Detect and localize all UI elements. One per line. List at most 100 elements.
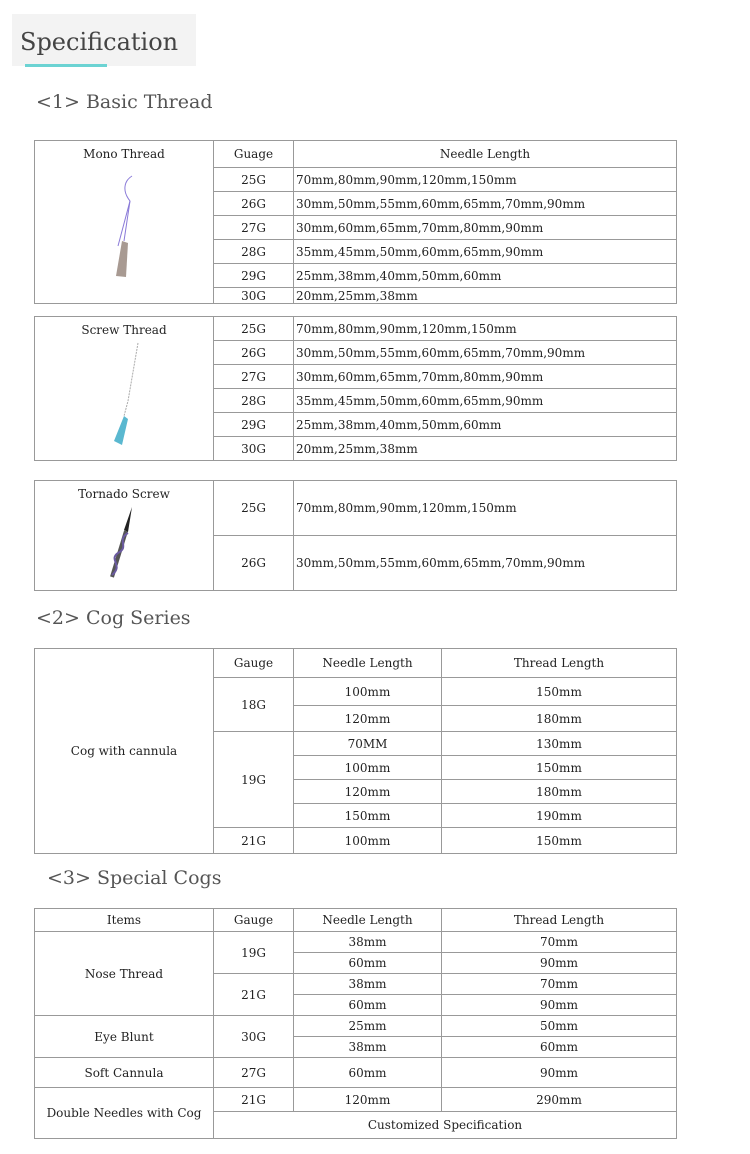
gauge: 26G (213, 535, 294, 591)
gauge: 30G (213, 436, 294, 461)
cog-item: Cog with cannula (34, 648, 214, 854)
needle-length: 120mm (293, 1087, 442, 1112)
gauge: 25G (213, 167, 294, 192)
gauge: 21G (213, 973, 294, 1016)
gauge: 28G (213, 239, 294, 264)
gauge: 30G (213, 1015, 294, 1058)
gauge-header: Gauge (213, 908, 294, 932)
needle-length: 30mm,50mm,55mm,60mm,65mm,70mm,90mm (293, 191, 677, 216)
needle-length: 38mm (293, 973, 442, 995)
thread-length: 130mm (441, 731, 677, 756)
needle-length: 38mm (293, 931, 442, 953)
needle-length: 70mm,80mm,90mm,120mm,150mm (293, 480, 677, 536)
gauge: 18G (213, 677, 294, 732)
nose-thread-item: Nose Thread (34, 931, 214, 1016)
title-background (12, 14, 196, 66)
gauge: 26G (213, 340, 294, 365)
needle-length: 30mm,60mm,65mm,70mm,80mm,90mm (293, 364, 677, 389)
mono-thread-cell: Mono Thread (34, 140, 214, 304)
thread-length: 150mm (441, 755, 677, 780)
thread-length: 60mm (441, 1036, 677, 1058)
needle-length: 25mm,38mm,40mm,50mm,60mm (293, 263, 677, 288)
section-special-cogs: <3> Special Cogs (47, 867, 222, 889)
needle-length: 20mm,25mm,38mm (293, 436, 677, 461)
screw-thread-label: Screw Thread (81, 323, 167, 337)
tornado-screw-cell: Tornado Screw (34, 480, 214, 591)
gauge: 21G (213, 1087, 294, 1112)
needle-length: 35mm,45mm,50mm,60mm,65mm,90mm (293, 388, 677, 413)
needle-length-header: Needle Length (293, 908, 442, 932)
needle-length-header: Needle Length (293, 140, 677, 168)
gauge-header: Guage (213, 140, 294, 168)
tornado-screw-label: Tornado Screw (78, 487, 170, 501)
needle-length: 25mm (293, 1015, 442, 1037)
screw-thread-table: Screw Thread 25G 70mm,80mm,90mm,120mm,150… (34, 316, 677, 461)
screw-thread-cell: Screw Thread (34, 316, 214, 461)
thread-length-header: Thread Length (441, 648, 677, 678)
needle-length: 60mm (293, 994, 442, 1016)
needle-length: 30mm,50mm,55mm,60mm,65mm,70mm,90mm (293, 535, 677, 591)
gauge: 19G (213, 931, 294, 974)
mono-thread-table: Mono Thread Guage Needle Length 25G 70mm,8… (34, 140, 677, 304)
needle-length: 35mm,45mm,50mm,60mm,65mm,90mm (293, 239, 677, 264)
needle-length-header: Needle Length (293, 648, 442, 678)
needle-length: 70MM (293, 731, 442, 756)
gauge: 27G (213, 364, 294, 389)
needle-length: 60mm (293, 1057, 442, 1088)
page-title: Specification (20, 28, 179, 56)
tornado-screw-image (110, 507, 132, 578)
thread-length: 180mm (441, 705, 677, 732)
thread-length: 290mm (441, 1087, 677, 1112)
needle-length: 70mm,80mm,90mm,120mm,150mm (293, 167, 677, 192)
needle-length: 20mm,25mm,38mm (293, 287, 677, 304)
thread-length: 70mm (441, 973, 677, 995)
needle-length: 100mm (293, 677, 442, 706)
needle-length: 38mm (293, 1036, 442, 1058)
needle-length: 120mm (293, 779, 442, 804)
customized-specification: Customized Specification (213, 1111, 677, 1139)
cog-series-table: Cog with cannula Gauge Needle Length Threa… (34, 648, 677, 854)
tornado-screw-table: Tornado Screw 25G 70mm,80mm,90mm,120mm,15… (34, 480, 677, 591)
gauge-header: Gauge (213, 648, 294, 678)
thread-length: 180mm (441, 779, 677, 804)
needle-length: 25mm,38mm,40mm,50mm,60mm (293, 412, 677, 437)
gauge: 19G (213, 731, 294, 828)
eye-blunt-item: Eye Blunt (34, 1015, 214, 1058)
soft-cannula-item: Soft Cannula (34, 1057, 214, 1088)
needle-length: 120mm (293, 705, 442, 732)
gauge: 25G (213, 480, 294, 536)
needle-length: 30mm,60mm,65mm,70mm,80mm,90mm (293, 215, 677, 240)
thread-length: 70mm (441, 931, 677, 953)
gauge: 29G (213, 412, 294, 437)
gauge: 29G (213, 263, 294, 288)
thread-length: 150mm (441, 677, 677, 706)
needle-length: 100mm (293, 827, 442, 854)
section-cog-series: <2> Cog Series (36, 607, 191, 629)
gauge: 30G (213, 287, 294, 304)
gauge: 27G (213, 215, 294, 240)
gauge: 28G (213, 388, 294, 413)
gauge: 21G (213, 827, 294, 854)
needle-length: 60mm (293, 952, 442, 974)
thread-length: 50mm (441, 1015, 677, 1037)
double-needles-item: Double Needles with Cog (34, 1087, 214, 1139)
needle-length: 100mm (293, 755, 442, 780)
thread-length: 90mm (441, 952, 677, 974)
special-cogs-table: Items Gauge Needle Length Thread Length Nos… (34, 908, 677, 1139)
thread-length-header: Thread Length (441, 908, 677, 932)
thread-length: 90mm (441, 994, 677, 1016)
needle-length: 70mm,80mm,90mm,120mm,150mm (293, 316, 677, 341)
screw-thread-image (114, 342, 139, 445)
title-underline (25, 64, 107, 67)
gauge: 27G (213, 1057, 294, 1088)
items-header: Items (34, 908, 214, 932)
section-basic-thread: <1> Basic Thread (36, 91, 213, 113)
needle-length: 30mm,50mm,55mm,60mm,65mm,70mm,90mm (293, 340, 677, 365)
gauge: 26G (213, 191, 294, 216)
mono-thread-image (116, 175, 133, 277)
mono-thread-label: Mono Thread (83, 147, 165, 161)
gauge: 25G (213, 316, 294, 341)
thread-length: 150mm (441, 827, 677, 854)
thread-length: 90mm (441, 1057, 677, 1088)
needle-length: 150mm (293, 803, 442, 828)
